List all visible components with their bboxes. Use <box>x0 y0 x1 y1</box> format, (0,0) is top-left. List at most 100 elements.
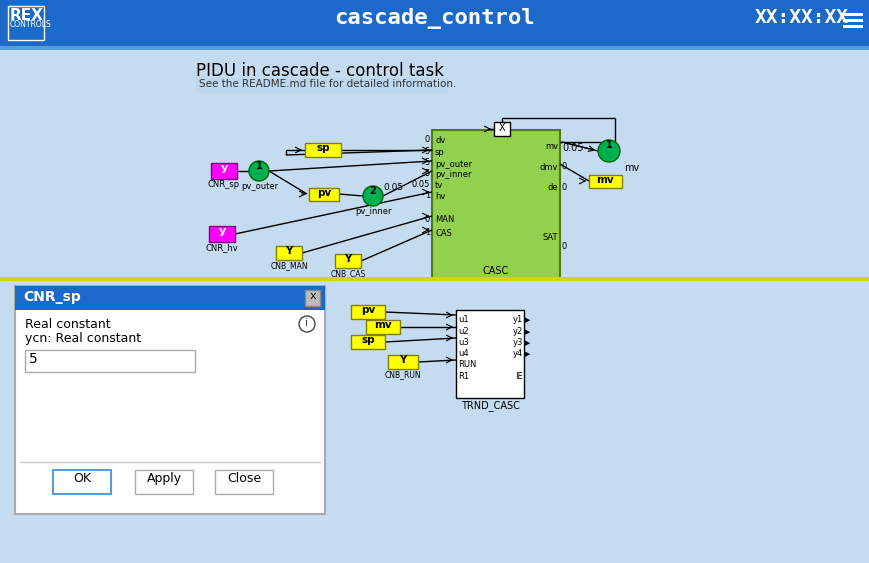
Text: XX:XX:XX: XX:XX:XX <box>755 8 849 27</box>
Bar <box>135 470 193 494</box>
Bar <box>456 310 524 398</box>
Text: OK: OK <box>73 472 91 485</box>
Text: 5: 5 <box>29 352 37 366</box>
Text: MAN: MAN <box>435 215 454 224</box>
Bar <box>211 163 237 179</box>
Text: u1: u1 <box>458 315 468 324</box>
Bar <box>351 305 385 319</box>
Text: TRND_CASC: TRND_CASC <box>461 400 520 411</box>
Bar <box>309 188 339 201</box>
Text: 0: 0 <box>425 135 430 144</box>
Bar <box>432 130 560 278</box>
Text: pv: pv <box>317 188 331 198</box>
Bar <box>843 25 863 28</box>
Text: 5: 5 <box>425 169 430 178</box>
Bar <box>366 320 400 334</box>
Text: 0: 0 <box>561 183 567 192</box>
Text: cascade_control: cascade_control <box>334 8 534 29</box>
Text: pv_outer: pv_outer <box>435 160 472 169</box>
Text: 1: 1 <box>425 228 430 237</box>
Bar <box>209 226 235 242</box>
Text: CNR_hv: CNR_hv <box>206 243 238 252</box>
Bar <box>351 335 385 349</box>
Text: Y: Y <box>344 254 352 264</box>
Text: 0.05: 0.05 <box>562 143 583 153</box>
Text: ycn: Real constant: ycn: Real constant <box>25 332 141 345</box>
Text: CNR_sp: CNR_sp <box>23 290 81 304</box>
Text: 5: 5 <box>425 147 430 156</box>
Text: hv: hv <box>435 192 446 201</box>
Bar <box>843 19 863 22</box>
Text: y: y <box>218 226 226 236</box>
Text: 0.05: 0.05 <box>384 183 404 192</box>
Text: Close: Close <box>227 472 261 485</box>
Ellipse shape <box>598 140 620 162</box>
Text: CNR_sp: CNR_sp <box>208 180 240 189</box>
Text: u4: u4 <box>458 349 468 358</box>
Bar <box>589 175 622 188</box>
Text: PIDU in cascade - control task: PIDU in cascade - control task <box>196 62 444 80</box>
Text: sp: sp <box>316 143 330 153</box>
Bar <box>335 254 361 268</box>
Text: See the README.md file for detailed information.: See the README.md file for detailed info… <box>199 79 456 89</box>
Bar <box>15 286 325 310</box>
Text: CNB_RUN: CNB_RUN <box>385 370 421 379</box>
Circle shape <box>299 316 315 332</box>
Text: x: x <box>309 291 316 301</box>
Bar <box>494 122 510 136</box>
Text: REX: REX <box>10 8 43 23</box>
Text: CNB_CAS: CNB_CAS <box>330 269 366 278</box>
Bar <box>843 13 863 16</box>
Text: mv: mv <box>596 175 614 185</box>
Text: sp: sp <box>362 335 375 345</box>
Text: y3: y3 <box>513 338 523 347</box>
Text: de: de <box>547 183 558 192</box>
Text: Y: Y <box>285 246 293 256</box>
Text: y: y <box>221 163 228 173</box>
Text: 5: 5 <box>425 158 430 167</box>
Text: pv_inner: pv_inner <box>435 170 472 179</box>
Text: 1: 1 <box>606 140 613 150</box>
Text: ▶: ▶ <box>525 340 530 346</box>
Text: y1: y1 <box>513 315 523 324</box>
Text: 1: 1 <box>425 191 430 200</box>
Text: Real constant: Real constant <box>25 318 110 331</box>
Bar <box>53 470 111 494</box>
Ellipse shape <box>249 161 269 181</box>
Bar <box>8 6 44 40</box>
Text: mv: mv <box>375 320 392 330</box>
Text: ▶: ▶ <box>525 351 530 357</box>
Text: u3: u3 <box>458 338 468 347</box>
Text: 1: 1 <box>255 161 262 171</box>
Bar <box>388 355 418 369</box>
Bar <box>25 350 195 372</box>
Text: R1: R1 <box>458 372 469 381</box>
Bar <box>15 286 325 514</box>
Text: 2: 2 <box>369 186 376 196</box>
Bar <box>196 78 448 93</box>
Bar <box>0 0 869 46</box>
Text: ▶: ▶ <box>525 329 530 335</box>
Bar <box>0 46 869 50</box>
Text: CNB_MAN: CNB_MAN <box>270 261 308 270</box>
Text: i: i <box>305 318 308 328</box>
Text: RUN: RUN <box>458 360 476 369</box>
Text: u2: u2 <box>458 327 468 336</box>
Text: sp: sp <box>435 148 445 157</box>
Text: CASC: CASC <box>483 266 509 276</box>
Ellipse shape <box>363 186 383 206</box>
Bar <box>215 470 273 494</box>
Text: 0: 0 <box>561 162 567 171</box>
Text: 0: 0 <box>425 215 430 224</box>
Text: ▶: ▶ <box>525 317 530 323</box>
Bar <box>276 246 302 260</box>
Text: tv: tv <box>435 181 443 190</box>
Text: y2: y2 <box>513 327 523 336</box>
Text: IE: IE <box>515 372 523 381</box>
Text: dmv: dmv <box>540 163 558 172</box>
Text: CAS: CAS <box>435 229 452 238</box>
Text: CONTROLS: CONTROLS <box>10 20 52 29</box>
Text: X: X <box>499 123 505 133</box>
Text: dv: dv <box>435 136 446 145</box>
Text: pv_outer: pv_outer <box>242 182 279 191</box>
